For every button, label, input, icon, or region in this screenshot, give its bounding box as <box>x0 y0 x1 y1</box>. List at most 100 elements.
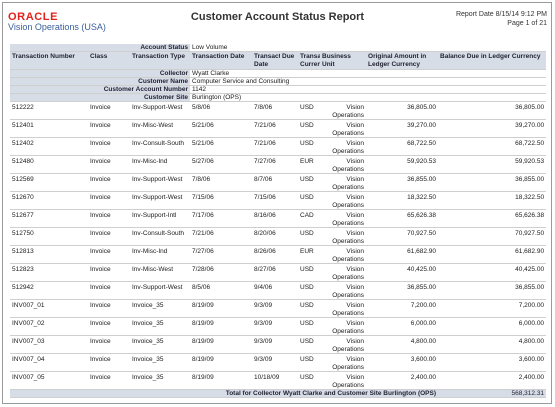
table-row: INV007_04 Invoice Invoice_35 8/19/09 9/3/09 U… <box>10 353 547 372</box>
cell-due-date: 8/20/06 <box>252 227 299 246</box>
table-row: 512823 Invoice Inv-Misc-West 7/28/06 8/27/06… <box>10 263 547 282</box>
cell-business-unit: Vision Operations <box>320 281 367 300</box>
cell-balance-due: 18,322.50 <box>438 191 547 210</box>
cell-transaction-type: Inv-Misc-Ind <box>130 245 191 264</box>
cell-currency: USD <box>298 335 321 354</box>
collector-row: Collector Wyatt Clarke <box>10 69 547 78</box>
cell-due-date: 7/15/06 <box>252 191 299 210</box>
cell-transaction-type: Inv-Misc-Ind <box>130 155 191 174</box>
cell-business-unit: Vision Operations <box>320 137 367 156</box>
cell-transaction-date: 8/19/09 <box>190 353 253 372</box>
report-title: Customer Account Status Report <box>190 11 365 23</box>
cell-transaction-date: 7/8/06 <box>190 173 253 192</box>
cell-original-amount: 18,322.50 <box>366 191 439 210</box>
cell-currency: USD <box>298 353 321 372</box>
cell-original-amount: 68,722.50 <box>366 137 439 156</box>
cell-original-amount: 36,855.00 <box>366 173 439 192</box>
cell-original-amount: 59,920.53 <box>366 155 439 174</box>
table-row: 512942 Invoice Inv-Support-West 8/5/06 9/4/0… <box>10 281 547 300</box>
cell-original-amount: 61,682.90 <box>366 245 439 264</box>
total-label: Total for Collector Wyatt Clarke and Cus… <box>10 389 439 398</box>
cell-transaction-type: Inv-Support-West <box>130 173 191 192</box>
col-transaction-number: Transaction Number <box>10 51 88 70</box>
table-row: 512401 Invoice Inv-Misc-West 5/21/06 7/21/06… <box>10 119 547 138</box>
cell-transaction-type: Invoice_35 <box>130 335 191 354</box>
cell-original-amount: 6,000.00 <box>366 317 439 336</box>
customer-site-row: Customer Site Burlington (OPS) <box>10 93 547 102</box>
cell-original-amount: 39,270.00 <box>366 119 439 138</box>
cell-transaction-number: 512222 <box>10 101 88 120</box>
cell-balance-due: 6,000.00 <box>438 317 547 336</box>
cell-due-date: 9/3/09 <box>252 353 299 372</box>
customer-name-value: Computer Service and Consulting <box>190 77 547 86</box>
customer-site-value: Burlington (OPS) <box>190 93 547 102</box>
table-row: 512670 Invoice Inv-Support-West 7/15/06 7/15… <box>10 191 547 210</box>
cell-transaction-type: Inv-Misc-West <box>130 263 191 282</box>
cell-class: Invoice <box>88 155 130 174</box>
cell-balance-due: 36,805.00 <box>438 101 547 120</box>
cell-transaction-type: Inv-Consult-South <box>130 227 191 246</box>
cell-transaction-number: 512813 <box>10 245 88 264</box>
cell-currency: USD <box>298 173 321 192</box>
report-date: Report Date 8/15/14 9:12 PM <box>455 11 547 18</box>
table-row: 512813 Invoice Inv-Misc-Ind 7/27/06 8/26/06 E… <box>10 245 547 264</box>
table-row: INV007_05 Invoice Invoice_35 8/19/09 10/18/0… <box>10 371 547 390</box>
cell-transaction-type: Invoice_35 <box>130 353 191 372</box>
cell-transaction-type: Inv-Support-West <box>130 281 191 300</box>
cell-business-unit: Vision Operations <box>320 173 367 192</box>
cell-class: Invoice <box>88 317 130 336</box>
cell-currency: USD <box>298 137 321 156</box>
cell-transaction-number: INV007_02 <box>10 317 88 336</box>
table-row: INV007_01 Invoice Invoice_35 8/19/09 9/3/09 U… <box>10 299 547 318</box>
cell-due-date: 8/7/06 <box>252 173 299 192</box>
cell-transaction-number: INV007_01 <box>10 299 88 318</box>
cell-class: Invoice <box>88 119 130 138</box>
customer-account-label: Customer Account Number <box>10 85 191 94</box>
cell-transaction-type: Inv-Consult-South <box>130 137 191 156</box>
cell-transaction-date: 7/21/06 <box>190 227 253 246</box>
cell-balance-due: 61,682.90 <box>438 245 547 264</box>
table-row: 512750 Invoice Inv-Consult-South 7/21/06 8/2… <box>10 227 547 246</box>
cell-original-amount: 36,855.00 <box>366 281 439 300</box>
cell-transaction-number: INV007_04 <box>10 353 88 372</box>
customer-name-label: Customer Name <box>10 77 191 86</box>
column-header-row: Transaction Number Class Transaction Typ… <box>10 51 547 70</box>
cell-currency: USD <box>298 101 321 120</box>
cell-business-unit: Vision Operations <box>320 101 367 120</box>
cell-currency: EUR <box>298 245 321 264</box>
cell-balance-due: 3,600.00 <box>438 353 547 372</box>
cell-currency: USD <box>298 299 321 318</box>
table-row: 512569 Invoice Inv-Support-West 7/8/06 8/7/0… <box>10 173 547 192</box>
cell-currency: USD <box>298 263 321 282</box>
cell-transaction-number: 512401 <box>10 119 88 138</box>
cell-currency: USD <box>298 119 321 138</box>
cell-transaction-date: 5/21/06 <box>190 119 253 138</box>
cell-class: Invoice <box>88 371 130 390</box>
table-row: 512402 Invoice Inv-Consult-South 5/21/06 7/2… <box>10 137 547 156</box>
cell-transaction-date: 7/17/06 <box>190 209 253 228</box>
cell-balance-due: 39,270.00 <box>438 119 547 138</box>
cell-currency: USD <box>298 371 321 390</box>
report-table: Account Status Low Volume Transaction Nu… <box>10 44 547 398</box>
total-row: Total for Collector Wyatt Clarke and Cus… <box>10 389 547 398</box>
cell-business-unit: Vision Operations <box>320 191 367 210</box>
table-row: 512677 Invoice Inv-Support-Intl 7/17/06 8/16… <box>10 209 547 228</box>
cell-original-amount: 4,800.00 <box>366 335 439 354</box>
cell-transaction-date: 7/15/06 <box>190 191 253 210</box>
collector-value: Wyatt Clarke <box>190 69 547 78</box>
cell-transaction-number: 512670 <box>10 191 88 210</box>
cell-business-unit: Vision Operations <box>320 245 367 264</box>
cell-original-amount: 40,425.00 <box>366 263 439 282</box>
cell-class: Invoice <box>88 191 130 210</box>
cell-transaction-date: 7/27/06 <box>190 245 253 264</box>
col-transaction-date: Transaction Date <box>190 51 253 70</box>
col-transaction-type: Transaction Type <box>130 51 191 70</box>
cell-business-unit: Vision Operations <box>320 335 367 354</box>
cell-original-amount: 3,600.00 <box>366 353 439 372</box>
customer-account-value: 1142 <box>190 85 547 94</box>
cell-transaction-date: 5/8/06 <box>190 101 253 120</box>
cell-class: Invoice <box>88 281 130 300</box>
cell-class: Invoice <box>88 245 130 264</box>
cell-class: Invoice <box>88 263 130 282</box>
cell-class: Invoice <box>88 335 130 354</box>
